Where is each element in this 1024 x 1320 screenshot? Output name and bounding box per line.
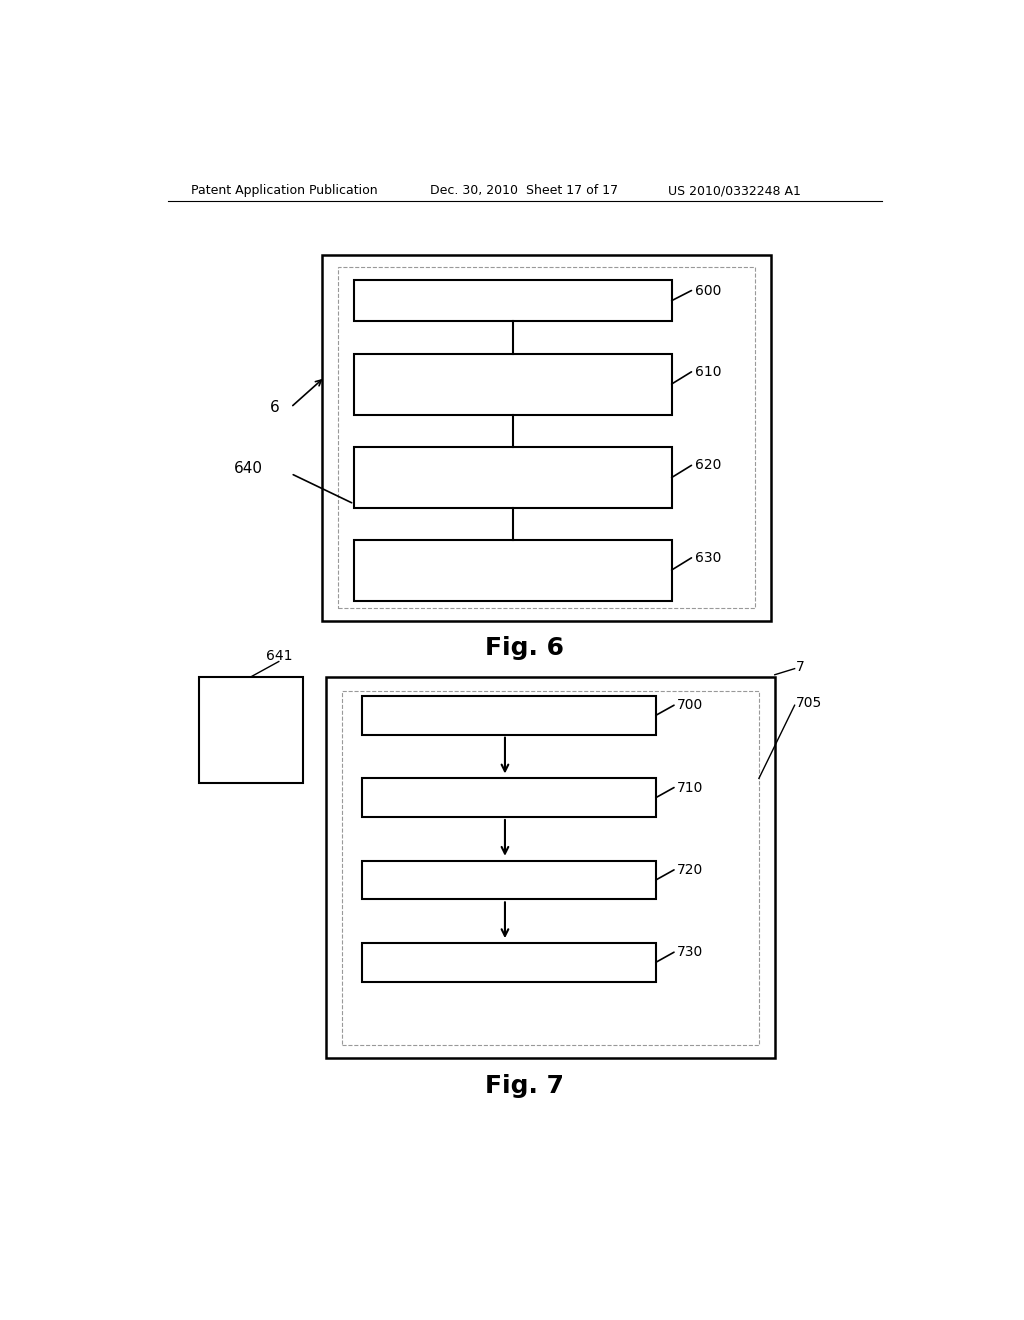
Bar [342,690,759,1044]
Text: 700: 700 [677,698,703,713]
Bar [338,267,755,607]
Text: 730: 730 [677,945,703,960]
Text: 720: 720 [677,863,703,876]
Bar [327,677,775,1057]
Text: 705: 705 [797,696,822,710]
Text: 641: 641 [265,649,292,664]
Bar [354,540,672,601]
Bar [362,696,655,735]
Text: 630: 630 [695,550,722,565]
Bar [323,255,771,620]
Text: Dec. 30, 2010  Sheet 17 of 17: Dec. 30, 2010 Sheet 17 of 17 [430,185,617,198]
Bar [354,280,672,321]
Bar [362,942,655,982]
Text: 6: 6 [270,400,280,414]
Bar [354,447,672,508]
Text: Fig. 6: Fig. 6 [485,636,564,660]
Text: 620: 620 [695,458,722,473]
Text: Patent Application Publication: Patent Application Publication [191,185,378,198]
Text: 610: 610 [695,364,722,379]
Bar [200,677,303,784]
Text: 600: 600 [695,284,722,297]
Bar [362,779,655,817]
Text: 710: 710 [677,780,703,795]
Text: 640: 640 [233,461,263,477]
Bar [362,861,655,899]
Text: Fig. 7: Fig. 7 [485,1074,564,1098]
Text: US 2010/0332248 A1: US 2010/0332248 A1 [668,185,801,198]
Text: 7: 7 [797,660,805,673]
Bar [354,354,672,414]
